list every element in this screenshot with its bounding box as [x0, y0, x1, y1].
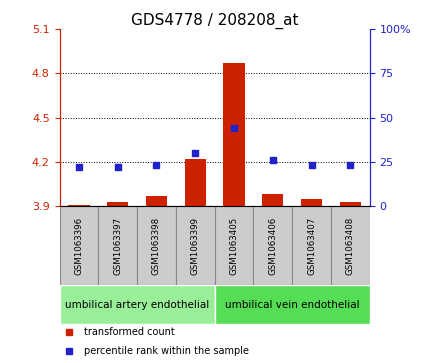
Text: umbilical artery endothelial: umbilical artery endothelial	[65, 299, 209, 310]
Bar	[137, 206, 176, 285]
Bar	[146, 196, 167, 206]
Text: GSM1063397: GSM1063397	[113, 216, 122, 274]
Point	[76, 164, 82, 170]
Text: umbilical vein endothelial: umbilical vein endothelial	[225, 299, 360, 310]
Text: GSM1063396: GSM1063396	[74, 216, 83, 274]
Bar	[224, 63, 245, 206]
Point	[308, 163, 315, 168]
Text: GSM1063408: GSM1063408	[346, 216, 355, 275]
Point	[347, 163, 354, 168]
Bar	[215, 285, 370, 324]
Point	[192, 150, 198, 156]
Bar	[253, 206, 292, 285]
Bar	[301, 199, 322, 206]
Text: transformed count: transformed count	[84, 327, 175, 337]
Bar	[292, 206, 331, 285]
Point	[153, 163, 160, 168]
Bar	[215, 206, 253, 285]
Text: GSM1063399: GSM1063399	[191, 216, 200, 274]
Title: GDS4778 / 208208_at: GDS4778 / 208208_at	[131, 13, 298, 29]
Bar	[340, 202, 361, 206]
Text: percentile rank within the sample: percentile rank within the sample	[84, 346, 249, 356]
Bar	[98, 206, 137, 285]
Bar	[331, 206, 370, 285]
Text: GSM1063398: GSM1063398	[152, 216, 161, 274]
Bar	[176, 206, 215, 285]
Bar	[60, 285, 215, 324]
Point	[114, 164, 121, 170]
Text: GSM1063405: GSM1063405	[230, 216, 238, 275]
Point	[231, 125, 238, 131]
Text: GSM1063406: GSM1063406	[268, 216, 277, 275]
Point	[269, 157, 276, 163]
Bar	[107, 202, 128, 206]
Bar	[60, 206, 98, 285]
Text: GSM1063407: GSM1063407	[307, 216, 316, 275]
Bar	[68, 205, 90, 206]
Bar	[262, 194, 283, 206]
Bar	[184, 159, 206, 206]
